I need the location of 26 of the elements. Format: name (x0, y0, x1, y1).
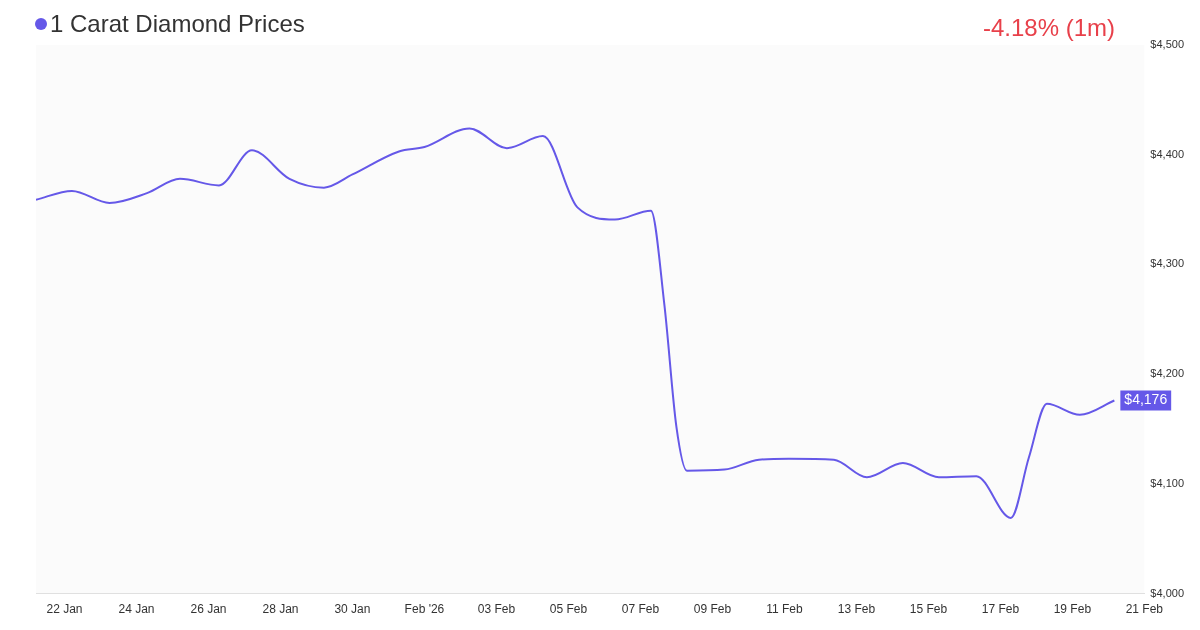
x-tick-label: 26 Jan (190, 602, 227, 617)
x-tick-label: 15 Feb (909, 602, 948, 617)
x-tick-label: 09 Feb (693, 602, 732, 617)
x-tick-label: 07 Feb (621, 602, 660, 617)
x-tick-label: 19 Feb (1053, 602, 1092, 617)
x-tick-label: 17 Feb (981, 602, 1020, 617)
y-tick-label: $4,200 (1150, 367, 1185, 380)
y-tick-label: $4,300 (1150, 257, 1185, 270)
x-tick-label: 03 Feb (477, 602, 516, 617)
x-tick-label: 11 Feb (766, 602, 803, 617)
y-tick-label: $4,100 (1150, 476, 1185, 489)
chart-title: 1 Carat Diamond Prices (50, 10, 305, 38)
data-label: $4,176 (1124, 391, 1168, 408)
x-tick-label: 30 Jan (334, 602, 371, 617)
chart-subtitle: -4.18% (1m) (982, 14, 1115, 42)
y-tick-label: $4,500 (1150, 38, 1185, 51)
x-tick-label: 13 Feb (837, 602, 876, 617)
y-tick-label: $4,000 (1150, 586, 1185, 599)
x-tick-label: 22 Jan (46, 602, 83, 617)
x-tick-label: 05 Feb (549, 602, 588, 617)
y-tick-label: $4,400 (1150, 147, 1185, 160)
x-tick-label: Feb '26 (404, 602, 445, 617)
line-series (36, 127, 1116, 519)
x-tick-label: 21 Feb (1125, 602, 1164, 617)
x-tick-label: 28 Jan (262, 602, 299, 617)
x-tick-label: 24 Jan (118, 602, 155, 617)
